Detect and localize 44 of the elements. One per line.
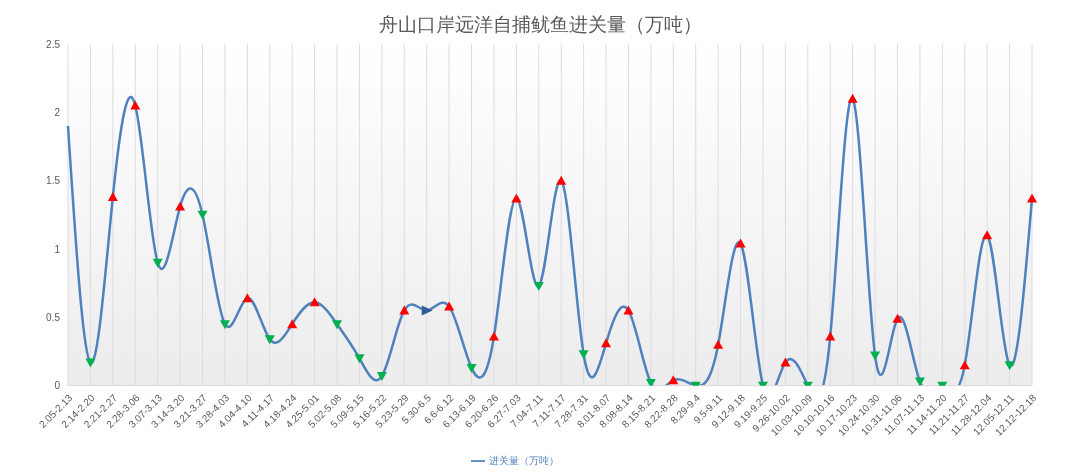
point [197, 210, 208, 220]
point [175, 201, 186, 211]
point [959, 360, 970, 370]
point [668, 375, 679, 385]
point [780, 357, 791, 367]
point [466, 363, 477, 373]
point [533, 281, 544, 291]
point [287, 319, 298, 329]
point [152, 258, 163, 268]
point [399, 305, 410, 315]
point [892, 313, 903, 323]
y-tick-label: 1.5 [46, 175, 61, 187]
point [1027, 193, 1037, 203]
point [914, 377, 925, 386]
point [847, 93, 858, 103]
point [982, 230, 993, 240]
y-tick-label: 1 [54, 243, 61, 255]
point [601, 338, 612, 348]
point [645, 378, 656, 386]
legend-label: 进关量（万吨） [489, 454, 559, 466]
point [332, 320, 343, 330]
point [444, 301, 455, 311]
point [713, 339, 724, 349]
point [578, 350, 589, 360]
point [264, 335, 275, 345]
point [219, 320, 230, 330]
point [488, 331, 499, 341]
y-tick-label: 2.5 [46, 38, 61, 50]
y-tick-label: 0 [54, 380, 61, 392]
point [735, 238, 746, 248]
y-tick-label: 2 [54, 106, 61, 118]
y-tick-label: 0.5 [46, 311, 61, 323]
point [421, 305, 433, 316]
point [354, 354, 365, 364]
point [870, 351, 881, 361]
point [85, 358, 96, 368]
point [242, 293, 253, 303]
point [309, 297, 320, 307]
chart-title: 舟山口岸远洋自捕鱿鱼进关量（万吨） [377, 13, 703, 37]
point [376, 372, 387, 382]
point [107, 192, 118, 202]
point [511, 193, 522, 203]
point [556, 175, 567, 185]
point [1004, 361, 1015, 371]
